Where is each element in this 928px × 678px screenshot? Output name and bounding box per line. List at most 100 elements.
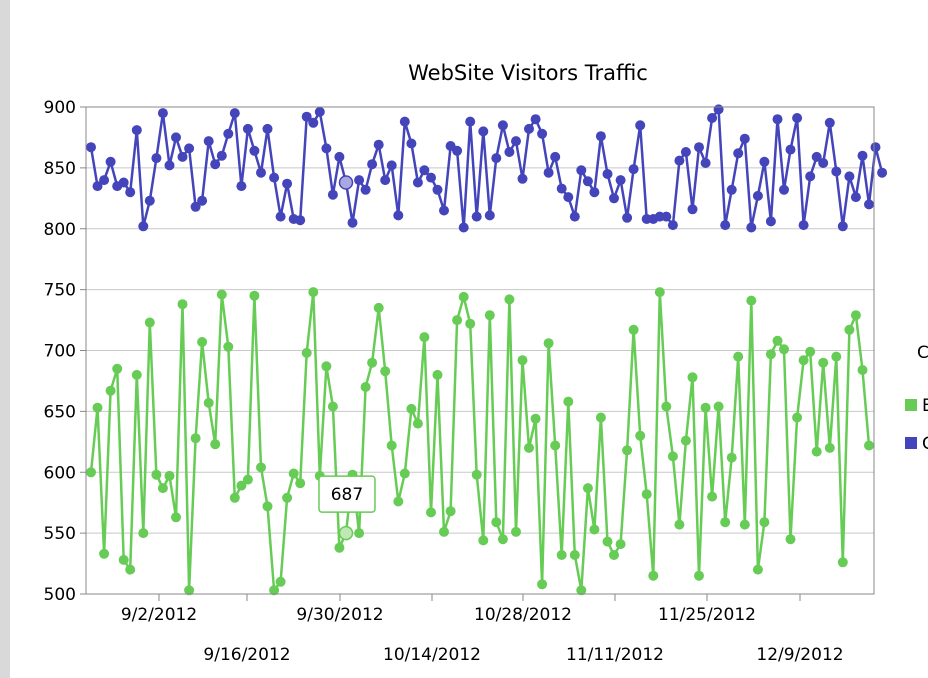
data-point[interactable] (576, 165, 587, 176)
data-point[interactable] (628, 324, 639, 335)
data-point[interactable] (269, 172, 280, 183)
data-point[interactable] (419, 332, 430, 343)
data-point[interactable] (720, 220, 731, 231)
data-point[interactable] (707, 491, 718, 502)
data-point[interactable] (86, 467, 96, 478)
data-point[interactable] (138, 528, 149, 539)
data-point[interactable] (125, 187, 136, 198)
data-point[interactable] (157, 483, 168, 494)
data-point[interactable] (530, 114, 541, 125)
data-point[interactable] (615, 175, 626, 186)
data-point[interactable] (491, 153, 502, 164)
data-point[interactable] (746, 222, 757, 233)
data-point[interactable] (857, 365, 868, 375)
data-point[interactable] (589, 524, 600, 535)
data-point[interactable] (635, 430, 646, 441)
data-point[interactable] (831, 166, 842, 177)
data-point[interactable] (210, 159, 221, 170)
data-point[interactable] (563, 192, 574, 203)
data-point[interactable] (458, 291, 469, 302)
data-point[interactable] (269, 585, 280, 596)
data-point[interactable] (327, 401, 338, 412)
data-point[interactable] (556, 183, 567, 194)
data-point[interactable] (432, 184, 443, 195)
data-point[interactable] (445, 506, 456, 517)
data-point[interactable] (772, 114, 783, 125)
data-point[interactable] (86, 142, 96, 153)
data-point[interactable] (837, 557, 848, 568)
data-point[interactable] (792, 412, 803, 423)
data-point[interactable] (667, 220, 678, 231)
data-point[interactable] (511, 136, 521, 147)
data-point[interactable] (465, 116, 476, 127)
data-point[interactable] (589, 187, 600, 198)
data-point[interactable] (720, 517, 731, 528)
data-point[interactable] (295, 478, 306, 489)
data-point[interactable] (282, 492, 293, 503)
data-point[interactable] (386, 440, 397, 451)
data-point[interactable] (406, 138, 417, 149)
data-point[interactable] (151, 153, 162, 164)
data-point[interactable] (864, 199, 874, 210)
data-point[interactable] (216, 150, 227, 161)
data-point[interactable] (824, 117, 835, 128)
data-point[interactable] (759, 517, 770, 528)
data-point[interactable] (661, 211, 672, 222)
data-point[interactable] (465, 318, 476, 329)
data-point[interactable] (177, 151, 188, 162)
data-point[interactable] (733, 148, 744, 159)
data-point[interactable] (190, 433, 201, 444)
data-point[interactable] (484, 310, 495, 321)
data-point[interactable] (184, 143, 195, 154)
data-point[interactable] (229, 108, 240, 119)
data-point[interactable] (622, 212, 633, 223)
data-point[interactable] (524, 442, 534, 453)
data-point[interactable] (844, 171, 855, 182)
data-point[interactable] (563, 396, 574, 407)
data-point[interactable] (360, 184, 371, 195)
data-point[interactable] (367, 357, 378, 368)
data-point[interactable] (229, 492, 240, 503)
data-point[interactable] (125, 564, 136, 575)
data-point[interactable] (412, 177, 423, 188)
data-point[interactable] (256, 167, 266, 178)
data-point[interactable] (354, 528, 365, 539)
data-point[interactable] (609, 550, 619, 560)
data-point[interactable] (301, 111, 312, 122)
data-point[interactable] (131, 125, 142, 136)
data-point[interactable] (249, 290, 260, 301)
data-point[interactable] (190, 201, 201, 212)
data-point[interactable] (576, 585, 587, 596)
data-point[interactable] (713, 401, 724, 412)
data-point[interactable] (524, 123, 534, 134)
data-point[interactable] (386, 160, 397, 171)
data-point[interactable] (609, 193, 619, 204)
data-point[interactable] (824, 442, 835, 453)
data-point[interactable] (118, 177, 129, 188)
data-point[interactable] (772, 335, 783, 346)
data-point[interactable] (242, 474, 253, 485)
data-point[interactable] (373, 139, 384, 150)
data-point[interactable] (347, 217, 358, 228)
data-point[interactable] (373, 302, 384, 313)
data-point[interactable] (458, 222, 469, 233)
data-point[interactable] (818, 158, 829, 168)
data-point[interactable] (628, 164, 639, 175)
data-point[interactable] (602, 169, 613, 179)
data-point[interactable] (249, 145, 260, 156)
data-point[interactable] (805, 171, 816, 182)
data-point[interactable] (177, 299, 188, 310)
data-point[interactable] (327, 189, 338, 200)
data-point[interactable] (236, 181, 247, 192)
data-point[interactable] (171, 512, 181, 523)
data-point[interactable] (426, 172, 436, 183)
data-point[interactable] (779, 344, 789, 355)
data-point[interactable] (811, 446, 822, 457)
data-point[interactable] (739, 519, 750, 530)
data-point[interactable] (694, 570, 704, 581)
data-point[interactable] (262, 123, 273, 134)
data-point[interactable] (197, 337, 208, 347)
data-point[interactable] (99, 175, 110, 186)
data-point[interactable] (105, 385, 116, 396)
data-point[interactable] (680, 435, 691, 446)
